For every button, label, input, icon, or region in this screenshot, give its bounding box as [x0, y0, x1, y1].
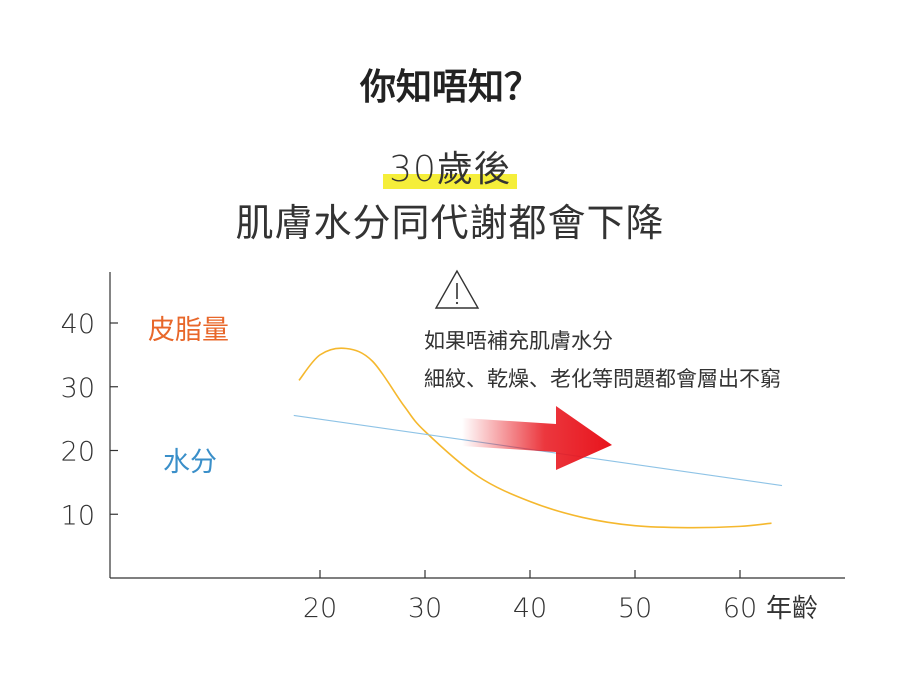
- axes: 10 20 30 40 20 30 40 50 60: [61, 272, 845, 624]
- y-tick-label: 10: [61, 500, 95, 531]
- age-highlight: 30歲後: [383, 140, 517, 192]
- series-label-sebum: 皮脂量: [148, 315, 229, 346]
- warning-line-1: 如果唔補充肌膚水分: [424, 329, 613, 353]
- highlight-wrapper: 30歲後: [0, 140, 900, 192]
- warning-line-2: 細紋、乾燥、老化等問題都會層出不窮: [424, 367, 781, 391]
- trend-arrow: [462, 406, 612, 470]
- y-tick-label: 20: [61, 437, 95, 468]
- y-tick-label: 30: [61, 373, 95, 404]
- x-tick-label: 40: [513, 593, 547, 624]
- warning-note: 如果唔補充肌膚水分 細紋、乾燥、老化等問題都會層出不窮: [424, 322, 781, 398]
- warning-triangle-icon: [434, 269, 480, 309]
- x-tick-label: 50: [618, 593, 652, 624]
- x-tick-label: 60: [723, 593, 757, 624]
- y-tick-label: 40: [61, 309, 95, 340]
- series-line-sebum: [298, 347, 772, 529]
- x-tick-label: 30: [408, 593, 442, 624]
- headline-question: 你知唔知？: [359, 66, 540, 108]
- x-tick-label: 20: [303, 593, 337, 624]
- series-label-moisture: 水分: [163, 447, 217, 478]
- headline-statement: 肌膚水分同代謝都會下降: [235, 201, 665, 245]
- x-axis-title: 年齡: [766, 594, 818, 624]
- series-labels: 皮脂量 水分 年齡: [148, 315, 818, 624]
